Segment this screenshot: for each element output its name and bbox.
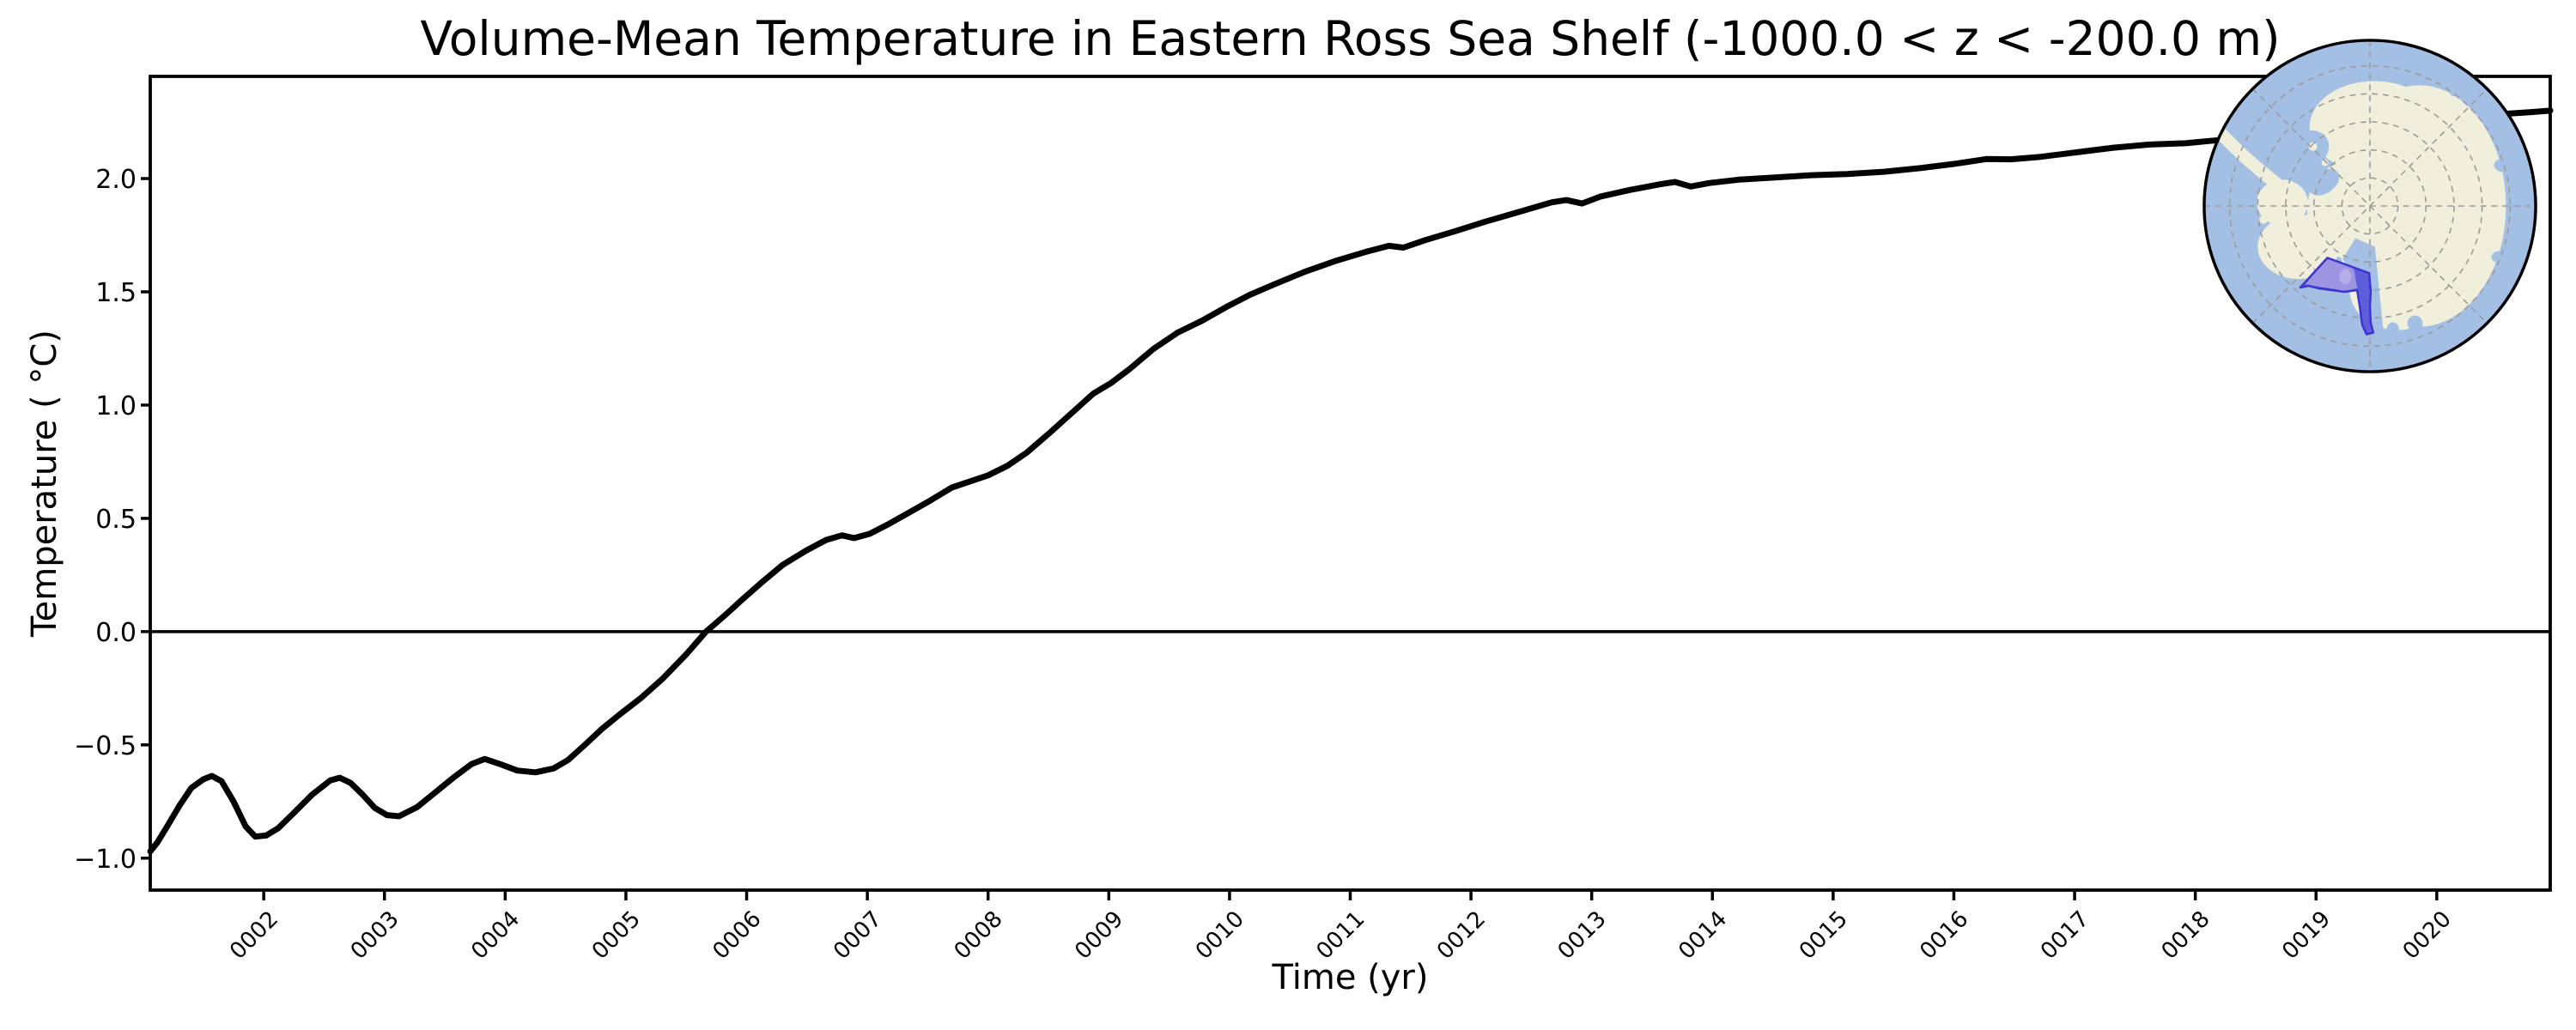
x-tick-label: 0012 <box>1432 906 1491 965</box>
x-tick-label: 0009 <box>1070 906 1128 965</box>
x-tick-label: 0014 <box>1674 906 1732 965</box>
axes-spines <box>149 75 2552 892</box>
map-border <box>2202 39 2537 373</box>
y-tick-label: 0.5 <box>95 505 137 535</box>
x-tick-label: 0007 <box>829 906 887 965</box>
y-axis-label: Temperature ( °C) <box>25 330 64 637</box>
y-tick-label: −0.5 <box>74 731 137 761</box>
x-tick-label: 0018 <box>2157 906 2215 965</box>
region-outline <box>2299 257 2375 336</box>
x-tick-label: 0015 <box>1795 906 1853 965</box>
x-tick-label: 0004 <box>466 906 525 965</box>
x-tick-label: 0008 <box>950 906 1008 965</box>
x-tick-label: 0013 <box>1553 906 1612 965</box>
x-tick-label: 0019 <box>2277 906 2336 965</box>
x-tick-label: 0002 <box>225 906 283 965</box>
chart-title: Volume-Mean Temperature in Eastern Ross … <box>420 11 2281 66</box>
x-tick-label: 0005 <box>587 906 646 965</box>
y-tick-label: 1.5 <box>95 278 137 308</box>
y-tick-label: −1.0 <box>74 845 137 875</box>
x-tick-label: 0011 <box>1311 906 1370 965</box>
x-tick-label: 0006 <box>708 906 766 965</box>
y-tick-label: 0.0 <box>95 618 137 648</box>
y-tick-label: 2.0 <box>95 165 137 195</box>
temperature-line <box>147 107 2554 855</box>
x-tick-label: 0017 <box>2036 906 2094 965</box>
y-tick-label: 1.0 <box>95 391 137 421</box>
highlighted-region <box>2299 257 2375 336</box>
map-islands <box>2308 142 2329 167</box>
x-tick-label: 0003 <box>346 906 404 965</box>
antarctica-inset-map <box>2202 39 2537 373</box>
x-tick-label: 0016 <box>1915 906 1973 965</box>
x-axis-label: Time (yr) <box>1272 958 1429 997</box>
x-tick-label: 0020 <box>2398 906 2457 965</box>
region-island <box>2339 269 2352 285</box>
x-tick-label: 0010 <box>1191 906 1249 965</box>
